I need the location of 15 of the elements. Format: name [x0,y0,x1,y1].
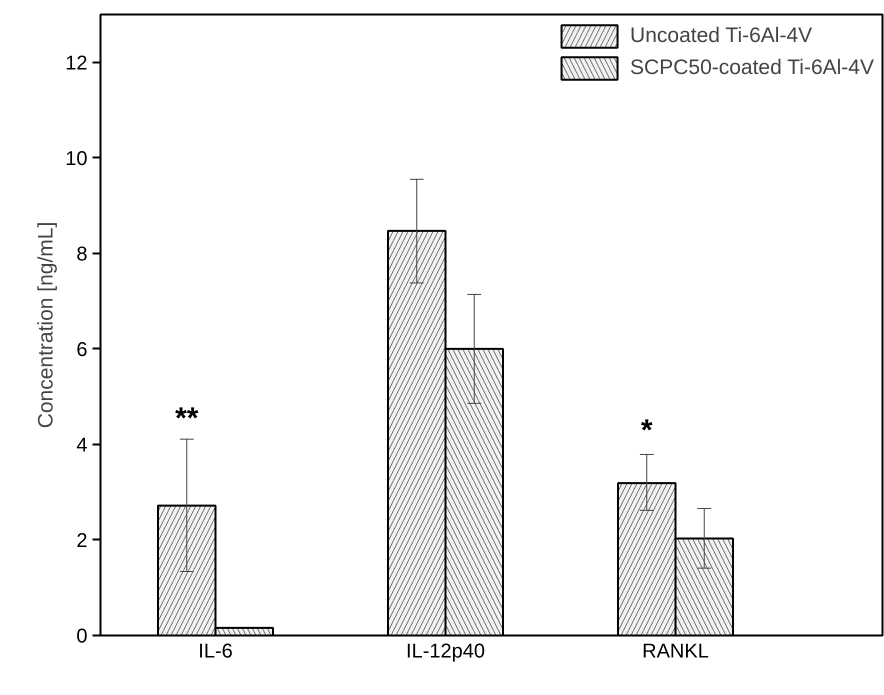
y-tick-label: 8 [76,243,88,266]
y-tick-label: 2 [76,530,88,552]
annotation: * [640,414,653,447]
legend-label: Uncoated Ti-6Al-4V [630,24,812,48]
x-tick-label: IL-6 [198,640,233,662]
y-tick-label: 10 [65,148,88,170]
annotation: ** [175,402,199,435]
y-tick-label: 12 [65,52,88,74]
legend-label: SCPC50-coated Ti-6Al-4V [630,56,874,80]
y-axis-title: Concentration [ng/mL] [34,222,58,428]
y-tick-label: 0 [76,626,88,648]
x-tick-label: IL-12p40 [406,640,485,662]
y-tick-label: 6 [76,338,88,361]
y-tick-label: 4 [76,434,88,456]
x-tick-label: RANKL [642,640,709,662]
